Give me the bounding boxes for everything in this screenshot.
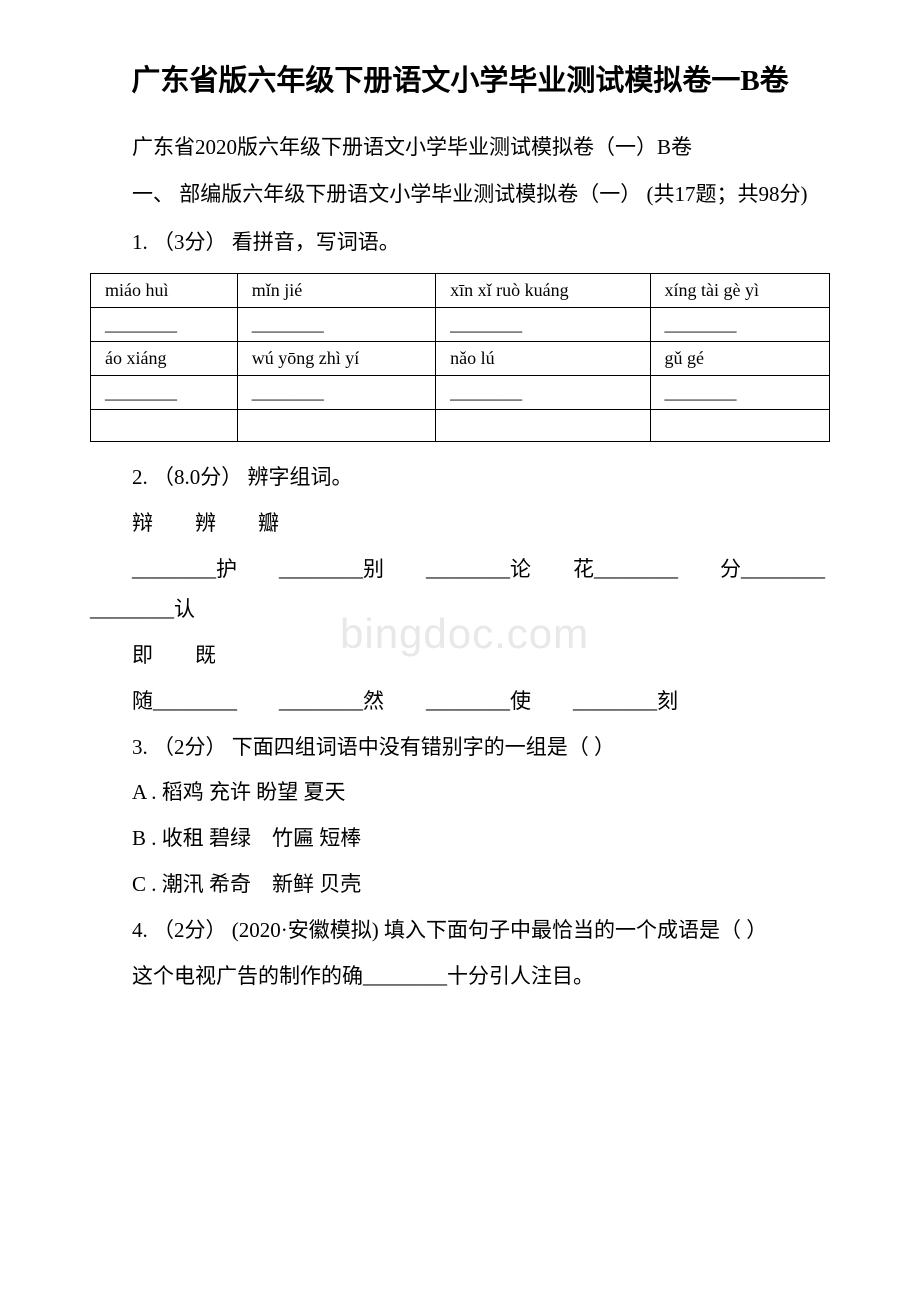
- pinyin-cell: xīn xǐ ruò kuáng: [436, 274, 650, 308]
- blank-cell: ________: [237, 308, 435, 342]
- q3-prompt: 3. （2分） 下面四组词语中没有错别字的一组是（ ）: [90, 728, 830, 768]
- blank-cell: ________: [650, 308, 829, 342]
- blank-cell: ________: [91, 308, 238, 342]
- blank-cell: [91, 410, 238, 442]
- q2-line2: 随________ ________然 ________使 ________刻: [90, 682, 830, 722]
- pinyin-cell: gǔ gé: [650, 342, 829, 376]
- pinyin-cell: miáo huì: [91, 274, 238, 308]
- subtitle: 广东省2020版六年级下册语文小学毕业测试模拟卷（一）B卷: [90, 128, 830, 168]
- pinyin-table: miáo huì mǐn jié xīn xǐ ruò kuáng xíng t…: [90, 273, 830, 442]
- pinyin-cell: nǎo lú: [436, 342, 650, 376]
- document-page: bingdoc.com 广东省版六年级下册语文小学毕业测试模拟卷一B卷 广东省2…: [90, 60, 830, 997]
- q2-chars1: 辩 辨 瓣: [90, 504, 830, 544]
- table-row: [91, 410, 830, 442]
- table-row: áo xiáng wú yōng zhì yí nǎo lú gǔ gé: [91, 342, 830, 376]
- table-row: ________ ________ ________ ________: [91, 308, 830, 342]
- main-title: 广东省版六年级下册语文小学毕业测试模拟卷一B卷: [90, 60, 830, 104]
- blank-cell: ________: [436, 308, 650, 342]
- q4-prompt: 4. （2分） (2020·安徽模拟) 填入下面句子中最恰当的一个成语是（ ）: [90, 911, 830, 951]
- q3-choice-a: A . 稻鸡 充许 盼望 夏天: [90, 773, 830, 813]
- section-header: 一、 部编版六年级下册语文小学毕业测试模拟卷（一） (共17题；共98分): [90, 175, 830, 215]
- blank-cell: ________: [650, 376, 829, 410]
- table-row: miáo huì mǐn jié xīn xǐ ruò kuáng xíng t…: [91, 274, 830, 308]
- pinyin-cell: áo xiáng: [91, 342, 238, 376]
- blank-cell: [237, 410, 435, 442]
- blank-cell: ________: [436, 376, 650, 410]
- q2-prompt: 2. （8.0分） 辨字组词。: [90, 458, 830, 498]
- pinyin-cell: mǐn jié: [237, 274, 435, 308]
- blank-cell: [436, 410, 650, 442]
- q4-sentence: 这个电视广告的制作的确________十分引人注目。: [90, 957, 830, 997]
- pinyin-cell: xíng tài gè yì: [650, 274, 829, 308]
- q1-prompt: 1. （3分） 看拼音，写词语。: [90, 223, 830, 263]
- q2-chars2: 即 既: [90, 636, 830, 676]
- blank-cell: ________: [91, 376, 238, 410]
- blank-cell: [650, 410, 829, 442]
- q3-choice-c: C . 潮汛 希奇 新鲜 贝壳: [90, 865, 830, 905]
- q2-line1: ________护 ________别 ________论 花________ …: [90, 550, 830, 630]
- blank-cell: ________: [237, 376, 435, 410]
- pinyin-cell: wú yōng zhì yí: [237, 342, 435, 376]
- table-row: ________ ________ ________ ________: [91, 376, 830, 410]
- q3-choice-b: B . 收租 碧绿 竹匾 短棒: [90, 819, 830, 859]
